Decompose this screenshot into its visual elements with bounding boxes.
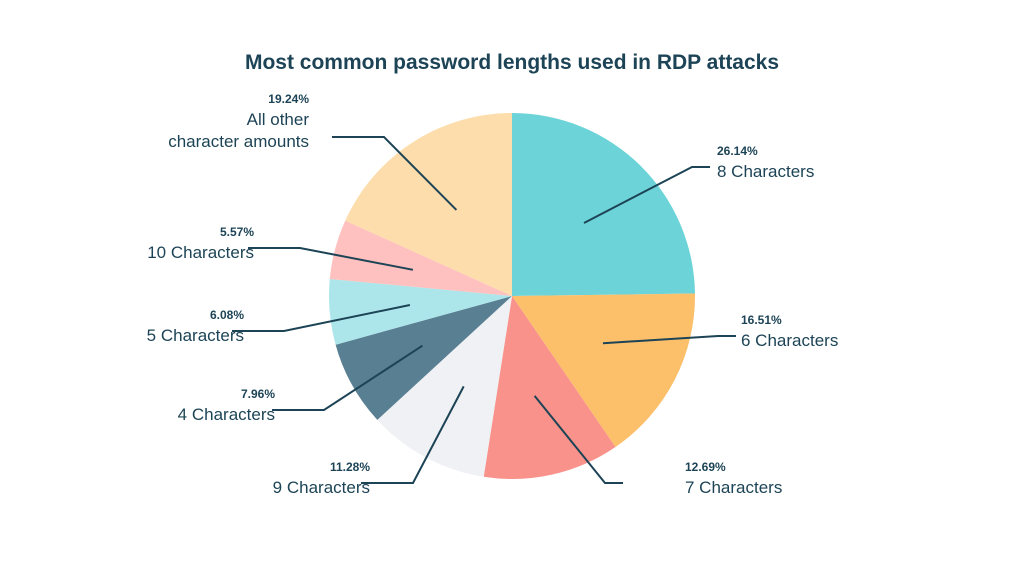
leader-line-7-characters: [533, 395, 623, 484]
pie-slice-6-characters: [512, 293, 695, 447]
pie-slice-8-characters: [512, 113, 695, 296]
leader-lines: [232, 136, 736, 484]
pie-slice-5-characters: [329, 279, 512, 345]
slice-label-all-other-character-amounts: All other: [247, 110, 310, 129]
slice-percent-8-characters: 26.14%: [717, 144, 758, 158]
leader-line-6-characters: [602, 335, 736, 345]
slice-percent-7-characters: 12.69%: [685, 460, 726, 474]
leader-line-8-characters: [583, 166, 710, 224]
slice-label-9-characters: 9 Characters: [273, 478, 370, 497]
slice-label-4-characters: 4 Characters: [178, 405, 275, 424]
slice-percent-all-other-character-amounts: 19.24%: [268, 92, 309, 106]
leader-line-9-characters: [361, 385, 465, 484]
pie-slice-10-characters: [329, 220, 512, 296]
slice-percent-10-characters: 5.57%: [220, 225, 254, 239]
slice-labels: 26.14% 8 Characters 16.51% 6 Characters 12.6…: [147, 92, 839, 497]
slice-label-10-characters: 10 Characters: [147, 243, 254, 262]
slice-label-8-characters: 8 Characters: [717, 162, 814, 181]
pie-slice-4-characters: [335, 296, 512, 420]
slice-percent-9-characters: 11.28%: [330, 460, 370, 474]
slice-label-all-other-character-amounts: character amounts: [168, 132, 309, 151]
leader-line-5-characters: [232, 304, 411, 332]
slice-label-6-characters: 6 Characters: [741, 331, 838, 350]
slice-percent-5-characters: 6.08%: [210, 308, 244, 322]
leader-line-4-characters: [272, 344, 423, 411]
slice-percent-6-characters: 16.51%: [741, 313, 782, 327]
slice-label-5-characters: 5 Characters: [147, 326, 244, 345]
slice-label-7-characters: 7 Characters: [685, 478, 782, 497]
leader-line-10-characters: [248, 247, 414, 271]
pie-slice-7-characters: [483, 296, 616, 479]
chart-title: Most common password lengths used in RDP…: [245, 51, 779, 74]
pie-slice-all-other-character-amounts: [345, 112, 512, 296]
pie-slice-9-characters: [377, 296, 512, 477]
slice-percent-4-characters: 7.96%: [241, 387, 275, 401]
pie-slices: [329, 112, 695, 479]
leader-line-all-other-character-amounts: [332, 136, 458, 211]
